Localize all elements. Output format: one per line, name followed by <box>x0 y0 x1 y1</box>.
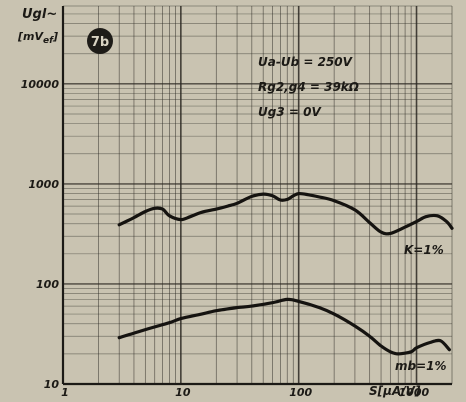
figure-label: 7b <box>91 35 109 50</box>
y-axis-unit: [mVef] <box>17 30 58 46</box>
x-tick-label: 10 <box>175 386 191 399</box>
y-axis-unit-main: [mV <box>17 30 44 43</box>
series-line-mb <box>117 297 451 356</box>
y-tick-label: 100 <box>36 278 59 291</box>
x-axis-title: S[µA/V] <box>369 384 421 398</box>
y-axis-title: Ugl~ <box>22 7 57 22</box>
figure-label-badge <box>87 28 113 54</box>
y-tick-label: 10 <box>44 378 60 391</box>
y-axis-unit-end: ] <box>52 30 58 43</box>
y-tick-label: 10000 <box>21 78 60 91</box>
y-axis-unit-sub: ef <box>43 36 54 46</box>
x-tick-label: 100 <box>289 386 312 399</box>
series-label-mb: mb=1% <box>395 359 447 373</box>
x-tick-label: 1000 <box>399 386 430 399</box>
y-tick-label: 1000 <box>28 178 59 191</box>
label-layer: 7b Ugl~ [mVef] Ua-Ub = 250V Rg2,g4 = 39k… <box>17 7 447 398</box>
series-line-k <box>117 191 454 236</box>
series-label-k: K=1% <box>404 243 444 257</box>
x-tick-label: 1 <box>61 386 69 399</box>
annotation-resistance: Rg2,g4 = 39kΩ <box>258 80 359 94</box>
annotation-voltage: Ua-Ub = 250V <box>258 55 354 69</box>
series-layer <box>117 191 454 356</box>
annotation-grid3: Ug3 = 0V <box>258 105 322 119</box>
